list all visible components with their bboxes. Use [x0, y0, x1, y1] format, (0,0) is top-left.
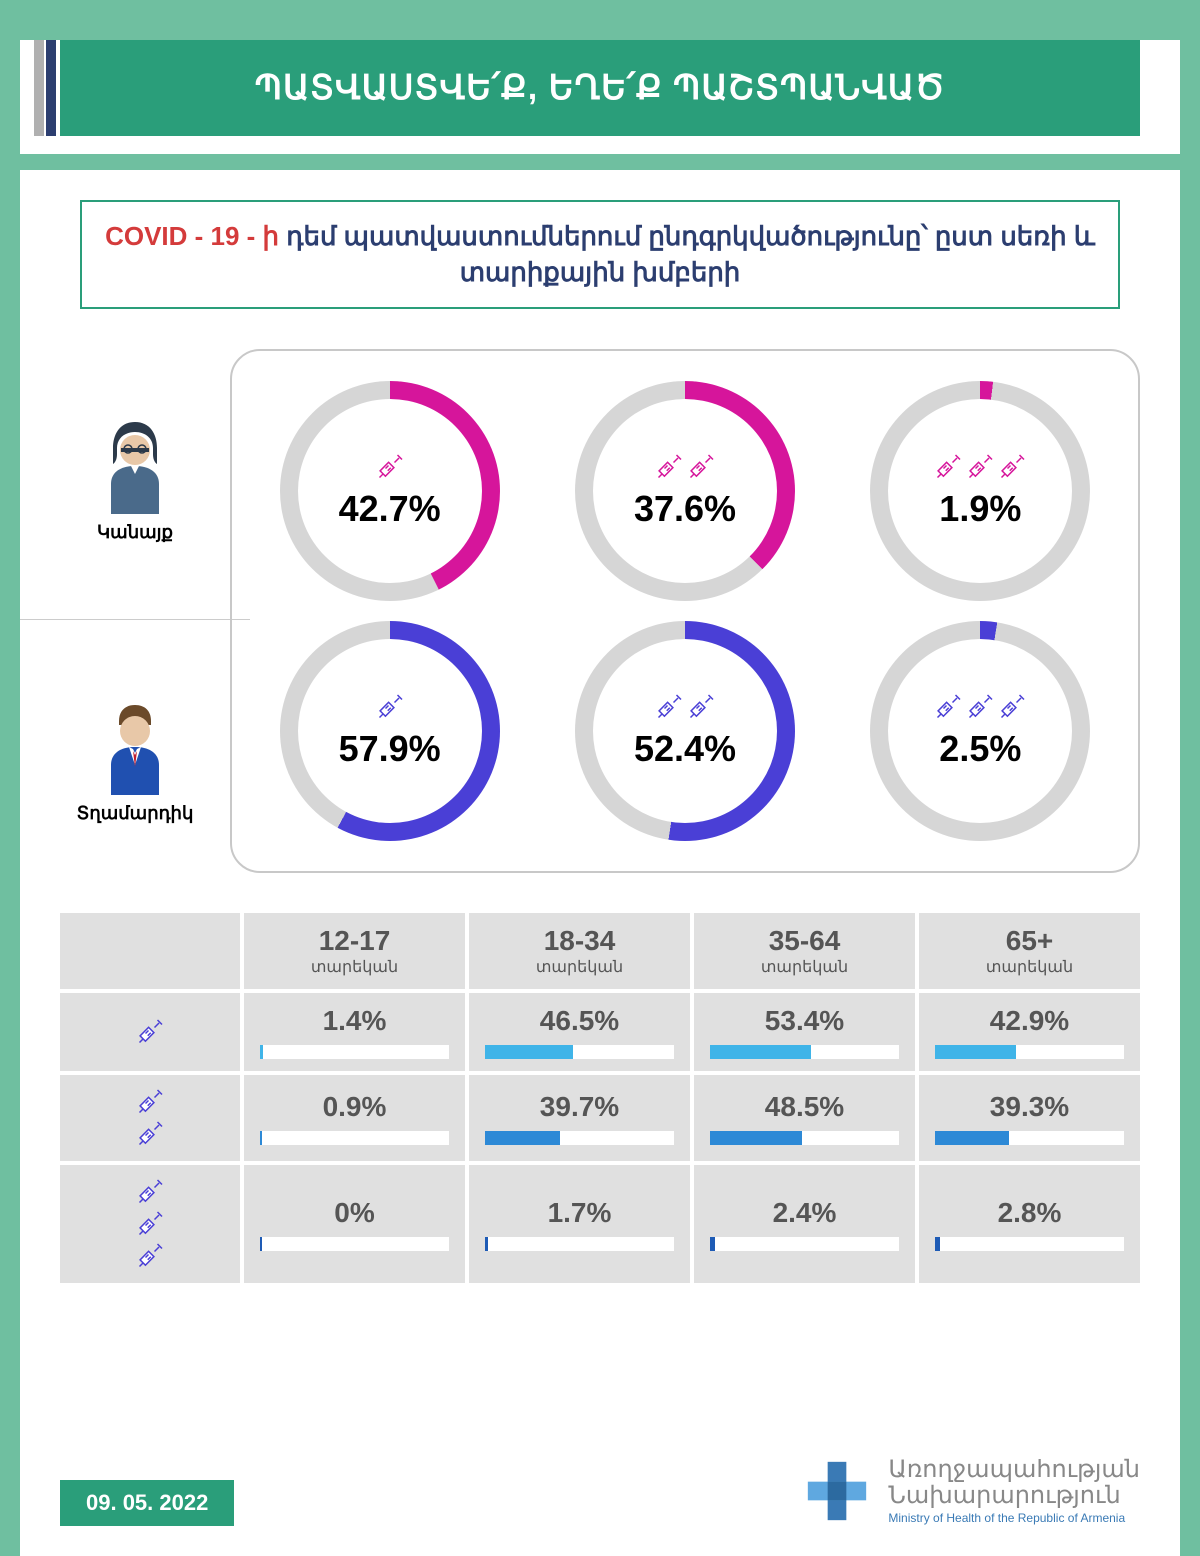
age-value-cell: 53.4%: [694, 993, 915, 1071]
syringe-icon: [135, 1209, 165, 1239]
donut-chart: 52.4%: [575, 621, 795, 841]
syringe-icon: [686, 692, 716, 722]
age-row-doses-icon: [60, 1075, 240, 1161]
subtitle-rest: դեմ պատվաստումներում ընդգրկվածությունը՝ …: [279, 221, 1095, 287]
age-table: 12-17 տարեկան 18-34 տարեկան 35-64 տարեկա…: [60, 913, 1140, 1283]
syringe-icon: [135, 1177, 165, 1207]
age-value-cell: 1.7%: [469, 1165, 690, 1283]
title-bar: ՊԱՏՎԱՍՏՎԵ՛Ք, ԵՂԵ՛Ք ՊԱՇՏՊԱՆՎԱԾ: [60, 40, 1140, 136]
age-column-header: 18-34 տարեկան: [469, 913, 690, 989]
donut-percent: 57.9%: [339, 728, 441, 770]
donut-grid: 42.7% 37.6%: [230, 349, 1140, 873]
syringe-icon: [135, 1087, 165, 1117]
syringe-icon: [686, 452, 716, 482]
divider: [20, 154, 1180, 170]
syringe-icon: [965, 452, 995, 482]
female-person-icon: [95, 414, 175, 514]
age-value-cell: 2.8%: [919, 1165, 1140, 1283]
syringe-icon: [933, 452, 963, 482]
age-column-header: 35-64 տարեկան: [694, 913, 915, 989]
age-value-cell: 2.4%: [694, 1165, 915, 1283]
age-row-doses-icon: [60, 993, 240, 1071]
syringe-icon: [965, 692, 995, 722]
syringe-icon: [654, 452, 684, 482]
page-title: ՊԱՏՎԱՍՏՎԵ՛Ք, ԵՂԵ՛Ք ՊԱՇՏՊԱՆՎԱԾ: [80, 68, 1120, 108]
ministry-line1: Առողջապահության: [888, 1457, 1140, 1483]
subtitle-box: COVID - 19 - ի դեմ պատվաստումներում ընդգ…: [80, 200, 1120, 309]
donut-percent: 37.6%: [634, 488, 736, 530]
syringe-icon: [375, 692, 405, 722]
syringe-icon: [135, 1119, 165, 1149]
syringe-icon: [654, 692, 684, 722]
donut-chart: 2.5%: [870, 621, 1090, 841]
donut-percent: 2.5%: [939, 728, 1021, 770]
date-badge: 09. 05. 2022: [60, 1480, 234, 1526]
ministry-en: Ministry of Health of the Republic of Ar…: [888, 1511, 1140, 1525]
syringe-icon: [997, 692, 1027, 722]
syringe-icon: [135, 1017, 165, 1047]
gender-block-male: Տղամարդիկ: [60, 660, 210, 860]
age-column-header: 12-17 տարեկան: [244, 913, 465, 989]
age-value-cell: 42.9%: [919, 993, 1140, 1071]
syringe-icon: [135, 1241, 165, 1271]
syringe-icon: [933, 692, 963, 722]
age-value-cell: 46.5%: [469, 993, 690, 1071]
syringe-icon: [997, 452, 1027, 482]
donut-chart: 37.6%: [575, 381, 795, 601]
donut-chart: 57.9%: [280, 621, 500, 841]
age-value-cell: 1.4%: [244, 993, 465, 1071]
ministry-line2: Նախարարություն: [888, 1483, 1140, 1509]
donut-section: Կանայք Տղամարդիկ 42.7%: [60, 349, 1140, 873]
gender-label: Տղամարդիկ: [77, 803, 194, 824]
subtitle-covid: COVID - 19 - ի: [105, 221, 279, 251]
age-value-cell: 0%: [244, 1165, 465, 1283]
donut-percent: 42.7%: [339, 488, 441, 530]
age-value-cell: 39.7%: [469, 1075, 690, 1161]
syringe-icon: [375, 452, 405, 482]
donut-percent: 52.4%: [634, 728, 736, 770]
age-value-cell: 39.3%: [919, 1075, 1140, 1161]
male-person-icon: [95, 695, 175, 795]
donut-chart: 42.7%: [280, 381, 500, 601]
ministry-block: Առողջապահության Նախարարություն Ministry …: [802, 1456, 1140, 1526]
gender-block-female: Կանայք: [60, 379, 210, 579]
age-column-header: 65+ տարեկան: [919, 913, 1140, 989]
ministry-logo-icon: [802, 1456, 872, 1526]
gender-label: Կանայք: [97, 522, 173, 543]
age-row-doses-icon: [60, 1165, 240, 1283]
age-value-cell: 48.5%: [694, 1075, 915, 1161]
age-value-cell: 0.9%: [244, 1075, 465, 1161]
donut-percent: 1.9%: [939, 488, 1021, 530]
age-header-empty: [60, 913, 240, 989]
footer: 09. 05. 2022 Առողջապահության Նախարարությ…: [60, 1456, 1140, 1526]
donut-chart: 1.9%: [870, 381, 1090, 601]
